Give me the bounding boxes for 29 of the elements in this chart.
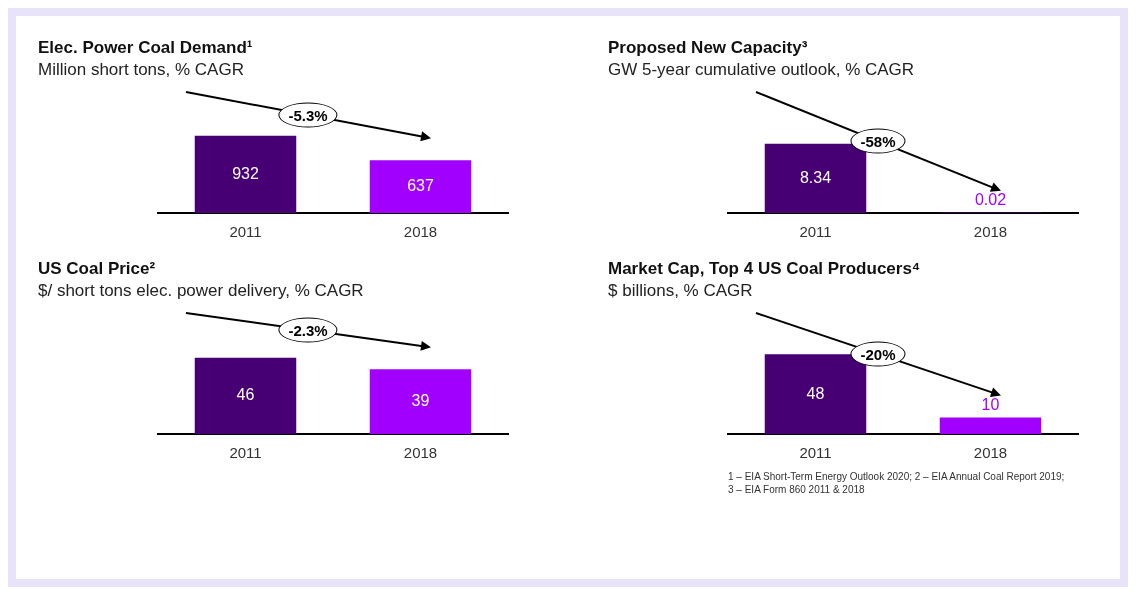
x-tick-label: 2018 — [973, 223, 1008, 241]
data-label: 10 — [981, 395, 1000, 413]
chart-subtitle: GW 5-year cumulative outlook, % CAGR — [608, 60, 916, 80]
data-label: 0.02 — [974, 191, 1007, 209]
x-tick-label: 2018 — [403, 444, 438, 462]
x-tick-label: 2018 — [403, 223, 438, 241]
chart-subtitle: Million short tons, % CAGR — [38, 60, 245, 80]
data-label: 637 — [407, 176, 434, 194]
x-tick-label: 2011 — [799, 223, 832, 241]
x-tick-label: 2011 — [229, 444, 262, 462]
text: -2.3% — [278, 317, 338, 343]
chart-title: Market Cap, Top 4 US Coal Producers⁴ — [608, 259, 922, 279]
data-label: 46 — [236, 386, 255, 404]
chart-title: Elec. Power Coal Demand¹ — [38, 38, 254, 58]
annotation: -20% — [850, 341, 906, 367]
data-label: 39 — [411, 392, 430, 410]
x-tick-label: 2011 — [229, 223, 262, 241]
data-label: 48 — [806, 384, 825, 402]
text: -5.3% — [278, 102, 338, 128]
x-tick-label: 2018 — [973, 444, 1008, 462]
chart-title: US Coal Price² — [38, 259, 157, 279]
data-label: 8.34 — [799, 168, 832, 186]
chart-subtitle: $ billions, % CAGR — [608, 281, 754, 301]
x-tick-label: 2011 — [799, 444, 832, 462]
annotation: -58% — [850, 128, 906, 154]
chart-title: Proposed New Capacity³ — [608, 38, 809, 58]
text: 1 – EIA Short-Term Energy Outlook 2020; 2 – EIA Annual Coal Report 2019; 3 – EIA Form 860 2011 & 2018 — [728, 470, 1066, 496]
chart-subtitle: $/ short tons elec. power delivery, % CAGR — [38, 281, 365, 301]
data-label: 932 — [232, 164, 259, 182]
